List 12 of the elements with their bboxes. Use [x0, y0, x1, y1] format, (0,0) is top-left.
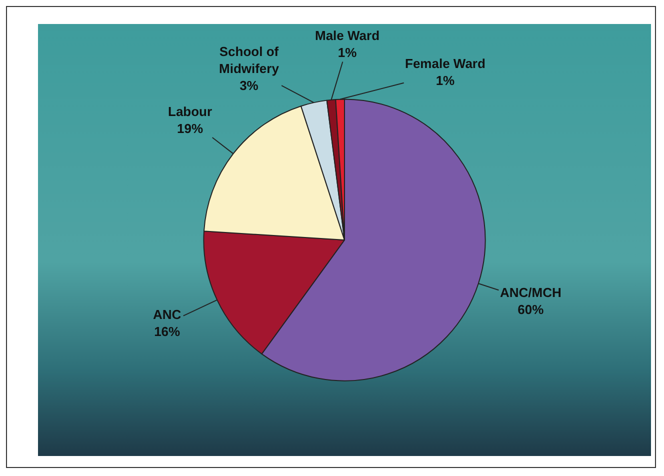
data-label: 3%	[240, 78, 259, 93]
slice-label: Labour	[168, 104, 212, 119]
slice-label: ANC	[153, 307, 182, 322]
slice-label: Male Ward	[315, 28, 380, 43]
data-label: 16%	[154, 324, 181, 339]
data-label: 60%	[518, 302, 544, 317]
data-label: 1%	[436, 72, 456, 88]
data-label: 1%	[338, 44, 358, 60]
slice-label: ANC/MCH	[500, 285, 562, 300]
slice-label: School of Midwifery	[219, 44, 280, 76]
data-label: 19%	[177, 120, 204, 136]
slice-label: Female Ward	[405, 56, 486, 71]
